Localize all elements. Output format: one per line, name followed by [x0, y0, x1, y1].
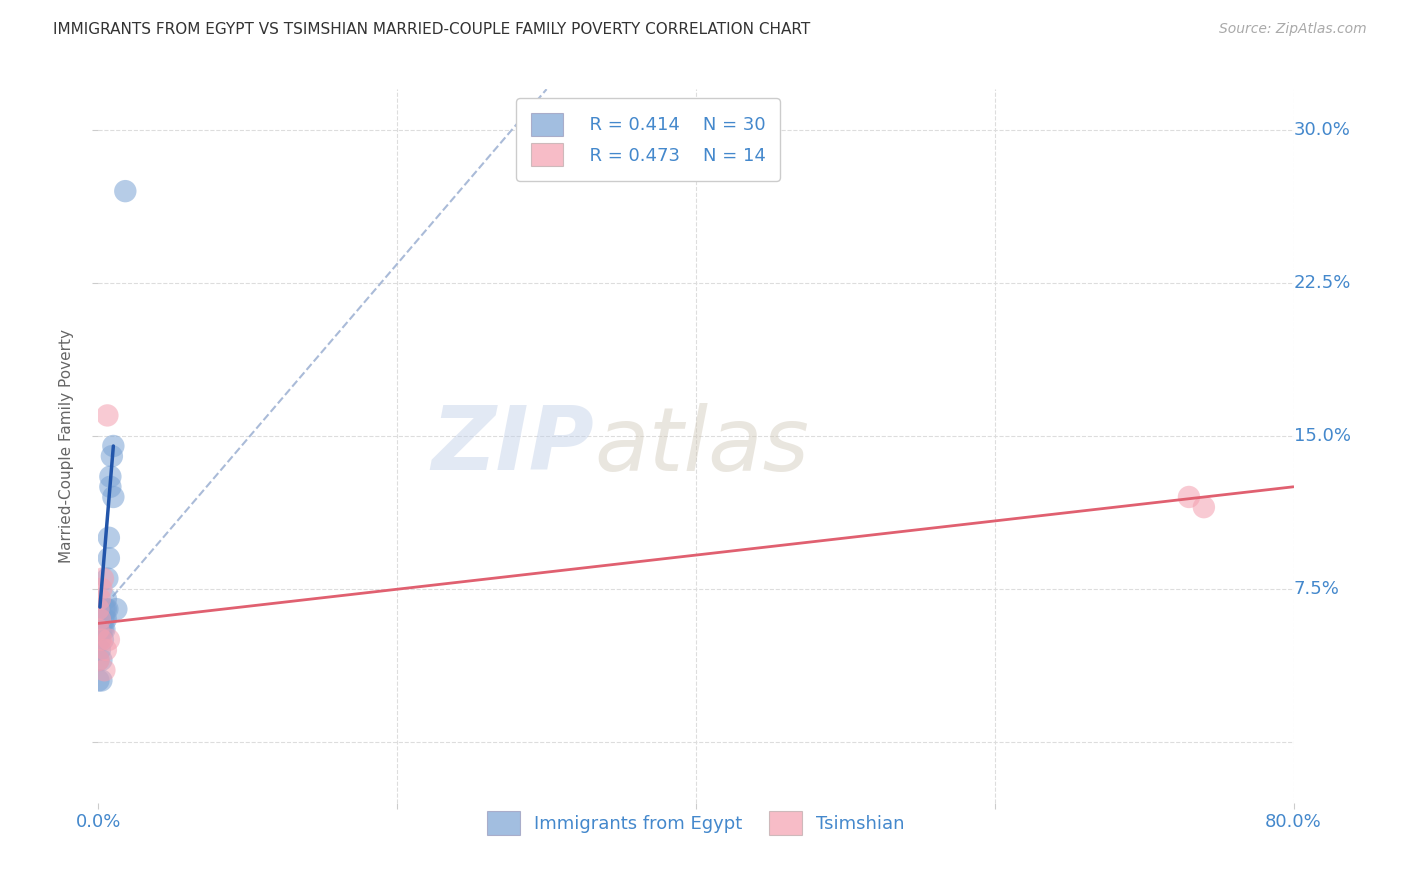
Point: [90, 653, 112, 667]
Point: [91, 572, 114, 586]
Point: [90, 632, 112, 647]
Text: Source: ZipAtlas.com: Source: ZipAtlas.com: [1219, 22, 1367, 37]
Point: [94, 643, 117, 657]
Text: IMMIGRANTS FROM EGYPT VS TSIMSHIAN MARRIED-COUPLE FAMILY POVERTY CORRELATION CHA: IMMIGRANTS FROM EGYPT VS TSIMSHIAN MARRI…: [53, 22, 811, 37]
Point: [87, 653, 110, 667]
Point: [97, 551, 120, 566]
Point: [96, 409, 118, 423]
Point: [89, 632, 111, 647]
Point: [93, 623, 115, 637]
Point: [114, 184, 136, 198]
Text: 7.5%: 7.5%: [1294, 580, 1340, 598]
Point: [90, 582, 112, 596]
Point: [89, 591, 111, 606]
Point: [97, 632, 120, 647]
Point: [87, 623, 110, 637]
Point: [89, 643, 111, 657]
Text: ZIP: ZIP: [432, 402, 595, 490]
Point: [94, 591, 117, 606]
Point: [98, 469, 122, 483]
Y-axis label: Married-Couple Family Poverty: Married-Couple Family Poverty: [59, 329, 75, 563]
Point: [91, 623, 114, 637]
Point: [96, 602, 118, 616]
Point: [101, 449, 124, 463]
Point: [93, 663, 115, 677]
Text: 30.0%: 30.0%: [1294, 121, 1350, 139]
Point: [98, 480, 122, 494]
Point: [97, 531, 120, 545]
Point: [89, 612, 111, 626]
Point: [87, 673, 110, 688]
Point: [87, 602, 110, 616]
Point: [90, 623, 112, 637]
Point: [103, 439, 125, 453]
Legend: Immigrants from Egypt, Tsimshian: Immigrants from Egypt, Tsimshian: [478, 803, 914, 844]
Point: [103, 490, 125, 504]
Point: [93, 612, 115, 626]
Point: [91, 612, 114, 626]
Point: [91, 632, 114, 647]
Point: [1178, 490, 1201, 504]
Text: 15.0%: 15.0%: [1294, 426, 1351, 445]
Point: [93, 602, 115, 616]
Point: [1192, 500, 1215, 515]
Point: [105, 602, 128, 616]
Point: [94, 602, 117, 616]
Point: [87, 623, 110, 637]
Point: [96, 572, 118, 586]
Point: [87, 653, 110, 667]
Point: [87, 602, 110, 616]
Point: [90, 673, 112, 688]
Text: 22.5%: 22.5%: [1294, 274, 1351, 292]
Text: atlas: atlas: [595, 403, 810, 489]
Point: [94, 612, 117, 626]
Point: [87, 612, 110, 626]
